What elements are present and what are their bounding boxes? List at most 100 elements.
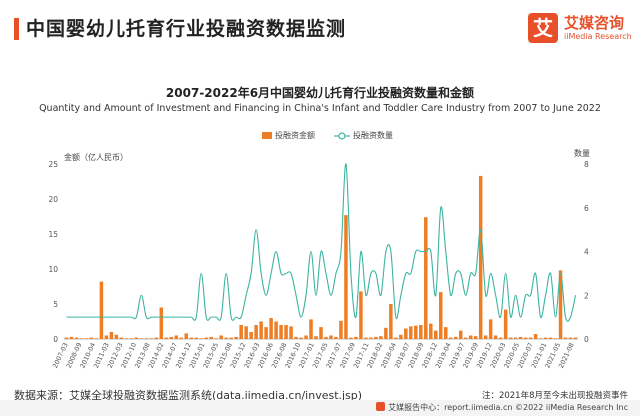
bar (169, 336, 174, 339)
bar (234, 336, 238, 339)
bar (528, 337, 533, 339)
bar (84, 338, 89, 339)
bar (144, 338, 149, 339)
bar (214, 338, 218, 339)
logo-mark-icon: 艾 (528, 13, 558, 43)
data-source: 数据来源：艾媒全球投融资数据监测系统(data.iimedia.cn/inves… (14, 389, 363, 402)
bar (164, 337, 169, 339)
bar (553, 338, 558, 339)
legend-bar-swatch (262, 132, 272, 139)
y-right-tick-label: 8 (584, 160, 589, 169)
bar (269, 318, 273, 339)
bar (473, 336, 478, 339)
bar (244, 326, 248, 339)
bar (149, 338, 154, 339)
bar (114, 334, 119, 339)
bar (309, 319, 313, 339)
bar (379, 336, 383, 339)
y-right-tick-label: 4 (584, 248, 589, 257)
bar (458, 330, 463, 339)
bar (468, 335, 473, 339)
bar (249, 332, 253, 339)
y-right-tick-label: 6 (584, 204, 589, 213)
y-right-tick-label: 0 (584, 335, 589, 344)
y-right-axis-label: 数量 (574, 149, 590, 158)
footer-report: 艾媒报告中心：report.iimedia.cn ©2022 iiMedia R… (376, 402, 628, 413)
bar (129, 338, 134, 339)
bar (558, 270, 563, 339)
y-left-tick-label: 5 (53, 300, 58, 309)
y-left-tick-label: 15 (48, 230, 58, 239)
bar (404, 328, 408, 339)
page-title: 中国婴幼儿托育行业投融资数据监测 (26, 18, 347, 40)
bar (94, 338, 99, 339)
bar (503, 309, 508, 339)
chart-note: 注：2021年8月至今未出现投融资事件 (481, 391, 628, 401)
bar (224, 337, 228, 339)
bar (563, 337, 568, 339)
footer-bar: 艾媒报告中心：report.iimedia.cn ©2022 iiMedia R… (0, 400, 640, 416)
bar (573, 337, 578, 339)
bar (219, 335, 223, 339)
bar (508, 337, 513, 339)
y-left-axis-label: 金额（亿人民币） (64, 153, 128, 162)
bar (139, 338, 144, 339)
bar (189, 337, 193, 339)
bar (119, 337, 124, 339)
bar (204, 337, 208, 339)
bar (69, 336, 74, 339)
bar (453, 336, 458, 339)
bar (344, 215, 348, 339)
bar (478, 175, 483, 339)
bar (304, 335, 308, 339)
bar (409, 326, 413, 339)
bar (324, 336, 328, 339)
bar (89, 337, 94, 339)
bar (394, 337, 398, 339)
bar (259, 321, 263, 339)
bar (364, 337, 368, 339)
bar (513, 337, 518, 339)
bar (483, 335, 488, 339)
bar (74, 337, 79, 339)
bar (359, 291, 363, 339)
bar (414, 325, 418, 339)
bar (429, 323, 433, 339)
brand-logo: 艾 艾媒咨询 iiMedia Research (528, 12, 632, 46)
bar (284, 325, 288, 339)
bar (264, 327, 268, 339)
bar (488, 319, 493, 339)
bar (444, 327, 448, 339)
bar (64, 337, 69, 339)
bar (538, 338, 543, 339)
report-logo-icon (376, 402, 386, 411)
bar (424, 217, 428, 339)
bar (109, 332, 114, 339)
legend-line-label: 投融资数量 (353, 131, 393, 140)
bar (179, 337, 184, 339)
bar (99, 281, 104, 339)
bar (498, 337, 503, 339)
y-left-tick-label: 10 (48, 265, 58, 274)
bar (294, 336, 298, 339)
bar (439, 292, 443, 339)
bar (314, 336, 318, 339)
bar (369, 337, 373, 339)
bar (279, 325, 283, 339)
bar (543, 337, 548, 339)
bar (174, 335, 179, 339)
bar (493, 335, 498, 339)
bar (533, 334, 538, 339)
y-left-tick-label: 0 (53, 335, 58, 344)
y-left-tick-label: 25 (48, 160, 58, 169)
bar (209, 336, 213, 339)
bar (518, 336, 523, 339)
bar (159, 307, 164, 339)
bar (434, 330, 438, 339)
footer-report-text: 艾媒报告中心：report.iimedia.cn ©2022 iiMedia R… (388, 403, 628, 412)
bar (399, 334, 403, 339)
bar (568, 337, 573, 339)
bar (199, 338, 203, 339)
bar (239, 325, 243, 339)
bar (319, 327, 323, 339)
